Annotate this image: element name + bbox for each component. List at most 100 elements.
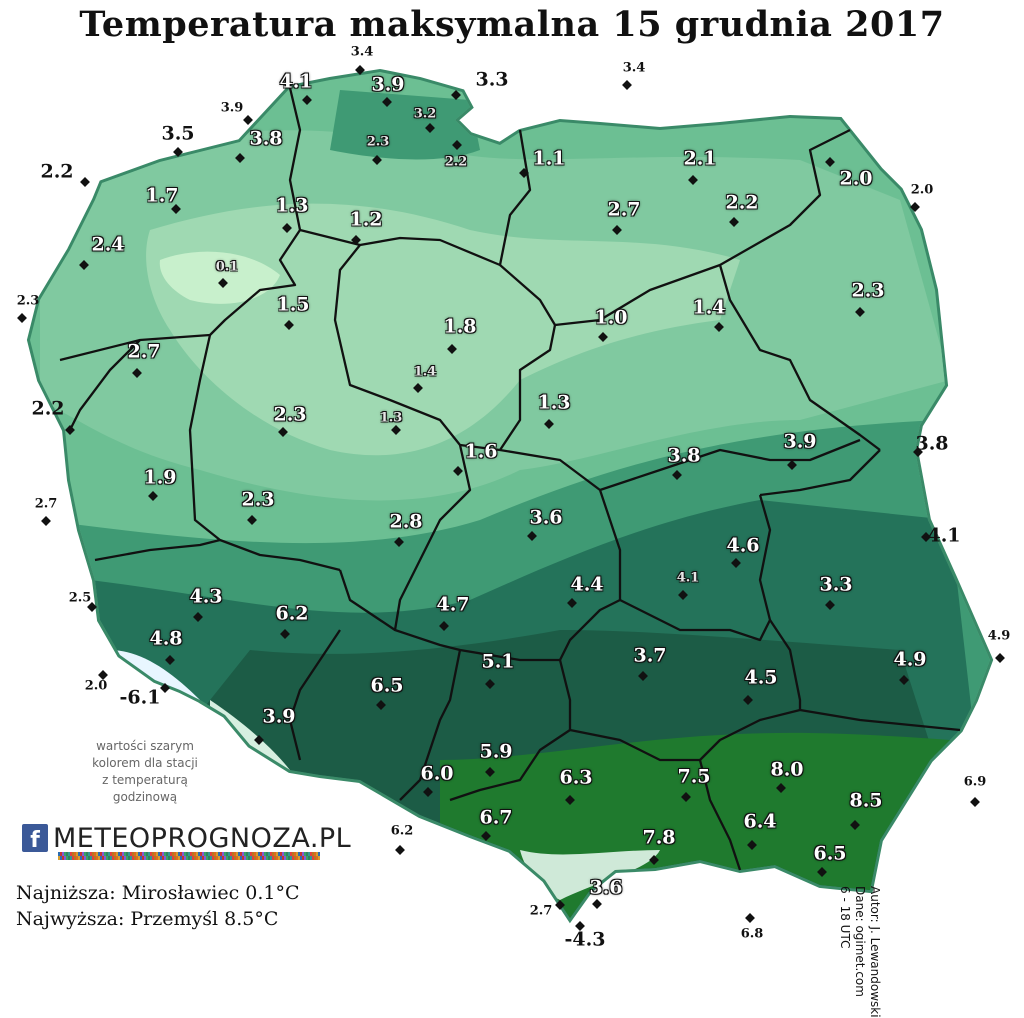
strip-cell	[262, 856, 264, 860]
strip-cell	[258, 856, 260, 860]
strip-cell	[272, 856, 274, 860]
strip-cell	[182, 856, 184, 860]
strip-cell	[232, 856, 234, 860]
strip-cell	[162, 852, 164, 856]
strip-cell	[268, 852, 270, 856]
strip-cell	[158, 852, 160, 856]
strip-cell	[208, 852, 210, 856]
station-temperature-label: 3.9	[220, 100, 244, 116]
strip-cell	[212, 856, 214, 860]
map-title: Temperatura maksymalna 15 grudnia 2017	[79, 4, 945, 45]
strip-cell	[288, 856, 290, 860]
strip-cell	[108, 852, 110, 856]
strip-cell	[176, 856, 178, 860]
strip-cell	[174, 852, 176, 856]
station-temperature-label: 8.0	[770, 758, 804, 781]
mountain-snow-south	[520, 850, 660, 900]
station-temperature-label: -4.3	[564, 928, 606, 951]
strip-cell	[240, 856, 242, 860]
strip-cell	[296, 856, 298, 860]
strip-cell	[298, 856, 300, 860]
strip-cell	[290, 852, 292, 856]
strip-cell	[296, 852, 298, 856]
strip-cell	[210, 856, 212, 860]
station-temperature-label: 6.2	[390, 823, 414, 839]
author-credit: Autor: J. Lewandowski	[868, 886, 882, 1018]
strip-cell	[132, 852, 134, 856]
strip-cell	[102, 852, 104, 856]
strip-cell	[200, 856, 202, 860]
strip-cell	[264, 852, 266, 856]
station-temperature-label: 4.3	[189, 585, 223, 608]
zone-coldest	[159, 251, 280, 304]
strip-cell	[226, 852, 228, 856]
strip-cell	[124, 852, 126, 856]
strip-cell	[156, 852, 158, 856]
station-temperature-label: 1.3	[379, 410, 403, 426]
strip-cell	[260, 852, 262, 856]
strip-cell	[246, 856, 248, 860]
strip-cell	[122, 852, 124, 856]
station-temperature-label: 5.1	[481, 650, 515, 673]
meteoprognoza-logo[interactable]: f METEOPROGNOZA.PL	[22, 818, 351, 858]
strip-cell	[188, 852, 190, 856]
strip-cell	[280, 856, 282, 860]
strip-cell	[128, 852, 130, 856]
strip-cell	[306, 856, 308, 860]
strip-cell	[138, 852, 140, 856]
strip-cell	[64, 856, 66, 860]
station-temperature-label: 4.9	[987, 628, 1011, 644]
strip-cell	[262, 852, 264, 856]
strip-cell	[286, 852, 288, 856]
strip-cell	[106, 856, 108, 860]
station-temperature-label: 6.4	[743, 810, 777, 833]
strip-cell	[140, 852, 142, 856]
strip-cell	[100, 852, 102, 856]
facebook-icon[interactable]: f	[22, 824, 48, 852]
strip-cell	[214, 852, 216, 856]
strip-cell	[144, 856, 146, 860]
strip-cell	[190, 852, 192, 856]
strip-cell	[232, 852, 234, 856]
strip-cell	[150, 856, 152, 860]
strip-cell	[290, 856, 292, 860]
strip-cell	[68, 852, 70, 856]
strip-cell	[98, 856, 100, 860]
strip-cell	[58, 852, 60, 856]
strip-cell	[96, 852, 98, 856]
strip-cell	[274, 852, 276, 856]
strip-cell	[178, 852, 180, 856]
strip-cell	[314, 852, 316, 856]
strip-cell	[116, 856, 118, 860]
station-temperature-label: 1.2	[349, 208, 383, 231]
station-temperature-label: 3.2	[413, 106, 437, 122]
strip-cell	[142, 852, 144, 856]
station-temperature-label: 1.0	[594, 306, 628, 329]
station-temperature-label: 6.3	[559, 766, 593, 789]
strip-cell	[70, 852, 72, 856]
strip-cell	[218, 852, 220, 856]
strip-cell	[214, 856, 216, 860]
station-temperature-label: 6.8	[740, 926, 764, 942]
strip-cell	[164, 852, 166, 856]
station-temperature-label: 7.5	[677, 765, 711, 788]
strip-cell	[114, 856, 116, 860]
station-temperature-label: 2.7	[34, 496, 58, 512]
strip-cell	[206, 856, 208, 860]
strip-cell	[130, 856, 132, 860]
strip-cell	[110, 856, 112, 860]
strip-cell	[104, 856, 106, 860]
strip-cell	[198, 856, 200, 860]
station-temperature-label: 1.1	[532, 147, 566, 170]
strip-cell	[104, 852, 106, 856]
strip-cell	[102, 856, 104, 860]
station-temperature-label: 1.5	[276, 293, 310, 316]
zone-coast-warm	[330, 90, 480, 160]
strip-cell	[216, 856, 218, 860]
strip-cell	[172, 856, 174, 860]
strip-cell	[138, 856, 140, 860]
station-temperature-label: 3.5	[161, 122, 195, 145]
station-temperature-label: 2.1	[683, 147, 717, 170]
logo-text[interactable]: METEOPROGNOZA.PL	[53, 822, 352, 854]
strip-cell	[312, 856, 314, 860]
